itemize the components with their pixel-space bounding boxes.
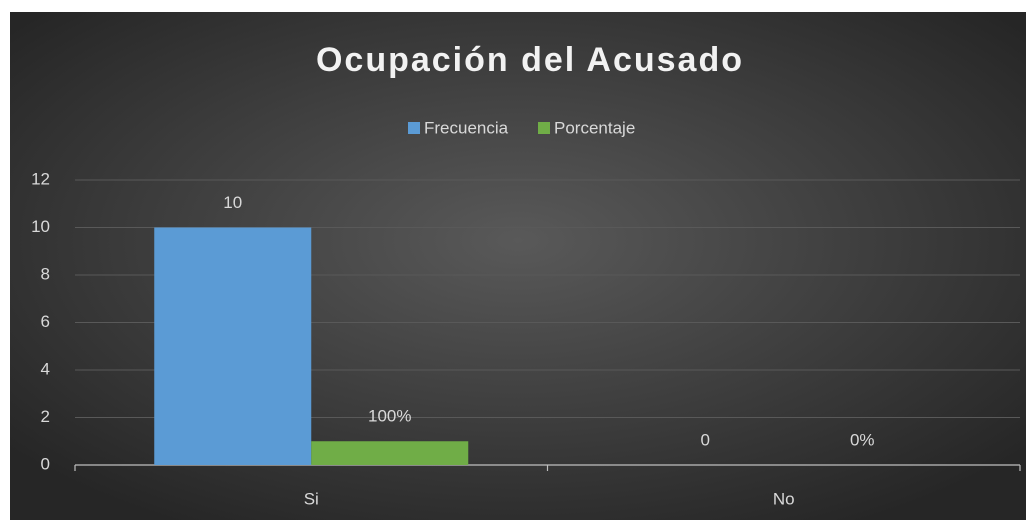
y-tick-label: 6	[41, 312, 50, 331]
x-tick-label: No	[773, 489, 795, 508]
y-tick-label: 10	[31, 217, 50, 236]
legend-label: Frecuencia	[424, 118, 509, 137]
data-label: 10	[223, 193, 242, 212]
y-tick-label: 8	[41, 264, 50, 283]
legend-label: Porcentaje	[554, 118, 635, 137]
legend-swatch	[538, 122, 550, 134]
y-tick-label: 2	[41, 407, 50, 426]
bar	[154, 227, 312, 465]
data-label: 0%	[850, 430, 875, 449]
data-label: 0	[701, 430, 710, 449]
y-tick-label: 4	[41, 359, 50, 378]
data-label: 100%	[368, 407, 411, 426]
y-tick-label: 12	[31, 169, 50, 188]
x-tick-label: Si	[304, 489, 319, 508]
bar	[311, 441, 469, 465]
chart-title: Ocupación del Acusado	[316, 41, 744, 79]
legend-swatch	[408, 122, 420, 134]
y-tick-label: 0	[41, 454, 50, 473]
